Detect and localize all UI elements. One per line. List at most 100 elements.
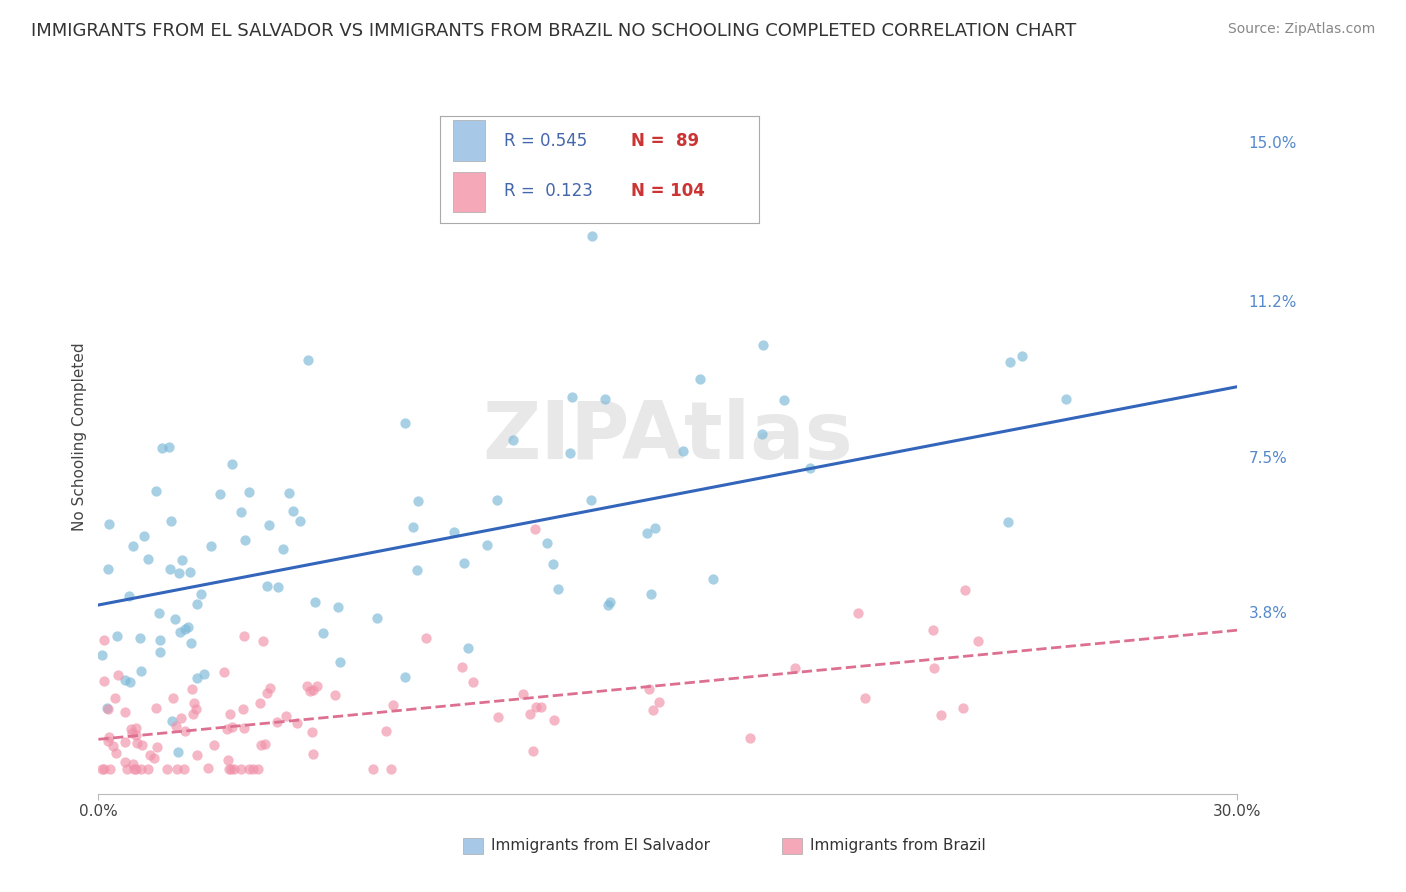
Point — [541, 558, 564, 572]
Point — [97, 562, 120, 576]
Point — [502, 433, 524, 447]
Point — [259, 681, 281, 695]
Text: Immigrants from El Salvador: Immigrants from El Salvador — [491, 838, 710, 853]
Point — [249, 738, 271, 752]
Point — [233, 533, 256, 548]
Point — [406, 563, 429, 577]
Point — [114, 755, 136, 769]
Point — [929, 708, 952, 723]
Point — [218, 762, 240, 776]
Point — [166, 762, 188, 776]
Point — [221, 457, 243, 471]
Point — [266, 714, 288, 729]
Point — [238, 762, 260, 776]
Point — [451, 660, 474, 674]
Point — [202, 738, 225, 752]
Point — [181, 706, 204, 721]
Point — [122, 756, 145, 771]
Point — [169, 625, 191, 640]
Point — [242, 762, 264, 776]
Point — [114, 673, 136, 688]
Point — [773, 392, 796, 407]
Point — [181, 682, 204, 697]
Point — [952, 700, 974, 714]
Point — [172, 553, 194, 567]
Point — [146, 740, 169, 755]
Point — [162, 691, 184, 706]
Point — [1011, 349, 1033, 363]
Point — [254, 738, 277, 752]
Point — [394, 670, 416, 684]
Point — [233, 629, 256, 643]
Point — [186, 747, 208, 762]
Point — [522, 744, 544, 758]
Point — [524, 523, 547, 537]
Point — [595, 392, 617, 407]
Point — [125, 728, 148, 742]
Point — [219, 707, 242, 722]
Point — [125, 762, 148, 776]
Point — [561, 391, 583, 405]
Point — [271, 541, 294, 556]
Point — [149, 632, 172, 647]
Point — [281, 503, 304, 517]
Point — [224, 762, 246, 776]
Point — [165, 612, 187, 626]
Point — [524, 699, 547, 714]
Point — [547, 582, 569, 597]
Point — [277, 486, 299, 500]
Point — [145, 701, 167, 715]
Point — [257, 517, 280, 532]
Point — [636, 525, 658, 540]
Point — [167, 566, 190, 580]
Point — [301, 724, 323, 739]
Point — [579, 493, 602, 508]
Point — [643, 703, 665, 717]
Point — [150, 441, 173, 455]
Point — [382, 698, 405, 712]
Point — [558, 445, 581, 459]
Point — [114, 705, 136, 719]
Point — [91, 762, 114, 776]
Point — [702, 572, 724, 586]
Y-axis label: No Schooling Completed: No Schooling Completed — [72, 343, 87, 532]
Text: IMMIGRANTS FROM EL SALVADOR VS IMMIGRANTS FROM BRAZIL NO SCHOOLING COMPLETED COR: IMMIGRANTS FROM EL SALVADOR VS IMMIGRANT… — [31, 22, 1076, 40]
Point — [173, 622, 195, 636]
Point — [457, 641, 479, 656]
Point — [301, 747, 323, 762]
Point — [167, 745, 190, 759]
Point — [96, 701, 118, 715]
Point — [91, 648, 114, 662]
Point — [156, 762, 179, 776]
Point — [125, 721, 148, 735]
Point — [519, 707, 541, 722]
Point — [93, 762, 115, 776]
Point — [486, 710, 509, 724]
Text: Source: ZipAtlas.com: Source: ZipAtlas.com — [1227, 22, 1375, 37]
Point — [183, 696, 205, 710]
Point — [180, 636, 202, 650]
Point — [143, 750, 166, 764]
Point — [170, 711, 193, 725]
Point — [536, 536, 558, 550]
Point — [186, 702, 208, 716]
Point — [231, 762, 253, 776]
Point — [853, 691, 876, 706]
Point — [120, 675, 142, 690]
Point — [252, 634, 274, 648]
Point — [139, 747, 162, 762]
Point — [229, 505, 252, 519]
Point — [232, 721, 254, 735]
Point — [304, 595, 326, 609]
Text: 7.5%: 7.5% — [1249, 450, 1286, 466]
Text: Immigrants from Brazil: Immigrants from Brazil — [810, 838, 986, 853]
Point — [799, 461, 821, 475]
Point — [129, 632, 152, 646]
Point — [127, 735, 149, 749]
Point — [131, 664, 153, 678]
Point — [298, 684, 321, 698]
Point — [136, 762, 159, 776]
Point — [98, 762, 121, 776]
Point — [97, 730, 120, 744]
FancyBboxPatch shape — [782, 838, 803, 854]
